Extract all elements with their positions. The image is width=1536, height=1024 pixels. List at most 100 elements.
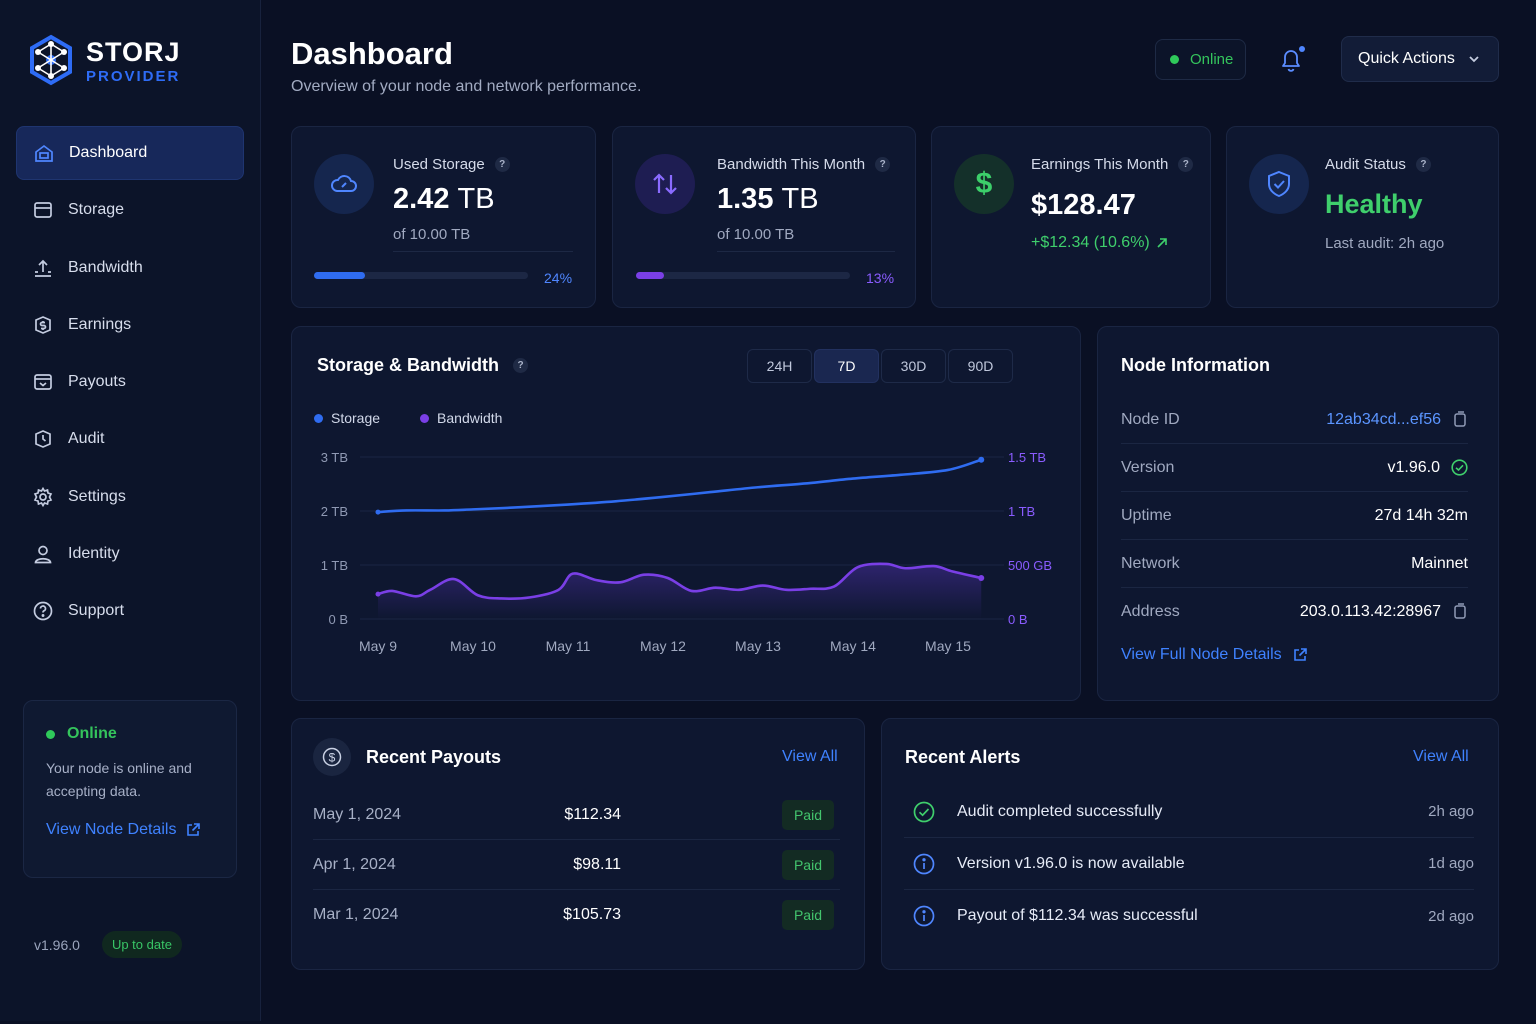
sidebar-item-audit[interactable]: Audit xyxy=(16,412,244,466)
divider xyxy=(717,251,895,252)
up-to-date-badge: Up to date xyxy=(101,931,182,958)
payout-date: May 1, 2024 xyxy=(313,805,402,823)
sidebar-item-label: Settings xyxy=(68,487,126,505)
copy-icon[interactable] xyxy=(1452,410,1468,429)
bandwidth-point xyxy=(375,591,381,597)
help-icon[interactable]: ? xyxy=(513,358,529,373)
y-left-tick-label: 2 TB xyxy=(321,504,348,519)
used-storage-progress xyxy=(314,272,528,279)
address-row: Address 203.0.113.42:28967 xyxy=(1121,588,1468,636)
y-left-tick-label: 0 B xyxy=(328,612,348,627)
sidebar-item-dashboard[interactable]: Dashboard xyxy=(16,126,244,180)
alerts-view-all-link[interactable]: View All xyxy=(1413,748,1469,765)
x-tick-label: May 10 xyxy=(450,638,496,654)
used-storage-percent: 24% xyxy=(544,270,573,286)
view-node-details-link[interactable]: View Node Details xyxy=(46,821,214,839)
storage-point[interactable] xyxy=(978,456,985,463)
bandwidth-unit: TB xyxy=(781,183,819,215)
app-version-row: v1.96.0 Up to date xyxy=(34,931,182,958)
earnings-icon xyxy=(35,315,51,334)
settings-icon xyxy=(33,486,53,507)
bandwidth-progress-fill xyxy=(636,272,664,279)
sidebar-item-support[interactable]: Support xyxy=(16,584,244,638)
paid-badge: Paid xyxy=(781,849,834,880)
storj-logo-icon xyxy=(30,34,72,86)
help-icon[interactable]: ? xyxy=(494,157,510,172)
arrows-up-down-icon xyxy=(635,154,695,214)
brand-logo[interactable]: STORJ PROVIDER xyxy=(28,34,181,90)
network-value: Mainnet xyxy=(1411,554,1468,572)
sidebar-item-earnings[interactable]: Earnings xyxy=(16,298,244,352)
notification-bell-icon[interactable] xyxy=(1279,44,1305,74)
uptime-value: 27d 14h 32m xyxy=(1374,506,1468,524)
view-node-details-label: View Node Details xyxy=(46,821,177,838)
help-icon[interactable]: ? xyxy=(1415,157,1431,172)
audit-status-label: Audit Status ? xyxy=(1325,156,1431,173)
audit-status-label-text: Audit Status xyxy=(1325,156,1406,173)
alert-row[interactable]: Audit completed successfully 2h ago xyxy=(904,786,1474,838)
help-icon[interactable]: ? xyxy=(875,157,891,172)
view-full-node-details-link[interactable]: View Full Node Details xyxy=(1121,646,1308,664)
sidebar-item-bandwidth[interactable]: Bandwidth xyxy=(16,241,244,295)
legend-dot-icon xyxy=(420,413,430,423)
address-key: Address xyxy=(1121,603,1180,620)
y-right-tick-label: 1.5 TB xyxy=(1008,450,1046,465)
alert-row[interactable]: Payout of $112.34 was successful 2d ago xyxy=(904,890,1474,942)
bandwidth-number: 1.35 xyxy=(717,183,774,215)
x-tick-label: May 9 xyxy=(359,638,397,654)
used-storage-value: 2.42 TB xyxy=(393,183,495,216)
recent-alerts-card: Recent Alerts View All Audit completed s… xyxy=(881,718,1499,970)
sidebar-item-payouts[interactable]: Payouts xyxy=(16,355,244,409)
earnings-value: $128.47 xyxy=(1031,189,1136,221)
sidebar-item-storage[interactable]: Storage xyxy=(16,183,244,237)
node-status-card: Online Your node is online and accepting… xyxy=(23,700,237,878)
tab-30d[interactable]: 30D xyxy=(881,349,946,383)
alert-row[interactable]: Version v1.96.0 is now available 1d ago xyxy=(904,838,1474,890)
sidebar-item-settings[interactable]: Settings xyxy=(16,470,244,524)
node-status: Online xyxy=(46,725,214,743)
paid-badge: Paid xyxy=(781,799,834,830)
legend-storage[interactable]: Storage xyxy=(314,410,380,426)
payouts-view-all-link[interactable]: View All xyxy=(782,748,838,765)
x-tick-label: May 15 xyxy=(925,638,971,654)
check-circle-icon xyxy=(913,801,935,822)
version-row: Version v1.96.0 xyxy=(1121,444,1468,492)
sidebar-nav: Dashboard Storage Bandwidth Earnings Pay… xyxy=(16,126,244,642)
external-link-icon xyxy=(1293,648,1307,661)
tab-90d[interactable]: 90D xyxy=(948,349,1013,383)
online-status-pill: Online xyxy=(1155,39,1246,80)
storage-point xyxy=(375,509,381,515)
earnings-change-text: +$12.34 (10.6%) xyxy=(1031,234,1150,251)
legend-bandwidth[interactable]: Bandwidth xyxy=(420,410,502,426)
used-storage-unit: TB xyxy=(457,183,495,215)
copy-icon[interactable] xyxy=(1452,603,1468,621)
node-id-row: Node ID 12ab34cd...ef56 xyxy=(1121,396,1468,444)
tab-24h[interactable]: 24H xyxy=(747,349,812,383)
recent-alerts-title: Recent Alerts xyxy=(905,747,1021,767)
shield-check-icon xyxy=(1249,154,1309,214)
version-key: Version xyxy=(1121,458,1175,476)
svg-text:$: $ xyxy=(329,751,336,765)
sidebar-item-label: Storage xyxy=(68,201,125,219)
chevron-down-icon xyxy=(1469,56,1479,63)
y-right-tick-label: 0 B xyxy=(1008,612,1028,627)
quick-actions-label: Quick Actions xyxy=(1358,50,1455,67)
alert-time: 2d ago xyxy=(1428,907,1474,925)
tab-7d[interactable]: 7D xyxy=(814,349,879,383)
alert-time: 2h ago xyxy=(1428,803,1474,820)
dollar-icon: $ xyxy=(954,154,1014,214)
bandwidth-point[interactable] xyxy=(978,574,985,581)
bandwidth-series-line xyxy=(376,562,983,600)
quick-actions-button[interactable]: Quick Actions xyxy=(1341,36,1499,82)
x-tick-label: May 12 xyxy=(640,638,686,654)
paid-badge: Paid xyxy=(781,900,834,930)
time-range-tabs: 24H 7D 30D 90D xyxy=(747,349,1015,383)
sidebar-item-identity[interactable]: Identity xyxy=(16,527,244,581)
chart-title: Storage & Bandwidth ? xyxy=(317,355,529,376)
earnings-card: $ xyxy=(931,126,1211,308)
bandwidth-label: Bandwidth This Month ? xyxy=(717,156,891,173)
bandwidth-capacity: of 10.00 TB xyxy=(717,226,795,243)
app-version: v1.96.0 xyxy=(34,936,80,953)
help-icon[interactable]: ? xyxy=(1178,157,1194,172)
payout-amount: $112.34 xyxy=(564,805,621,823)
